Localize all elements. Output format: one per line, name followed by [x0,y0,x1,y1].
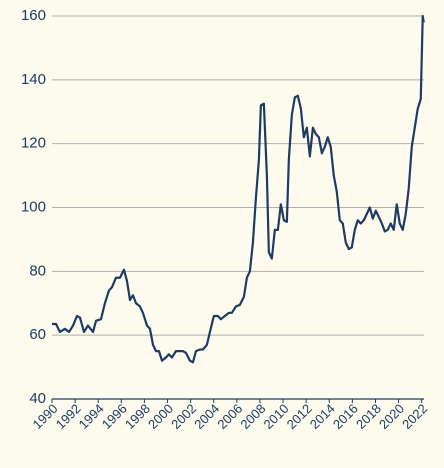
y-tick-label: 160 [21,7,46,24]
x-tick-label: 1996 [99,401,130,432]
x-tick-label: 1998 [122,401,153,432]
x-tick-label: 1994 [76,401,107,432]
x-tick-label: 2002 [168,401,199,432]
x-tick-label: 2008 [237,401,268,432]
x-tick-label: 2012 [284,401,315,432]
data-line [52,14,425,364]
y-tick-label: 40 [29,390,46,407]
x-tick-label: 2000 [145,401,176,432]
y-tick-label: 140 [21,71,46,88]
x-tick-label: 2018 [353,401,384,432]
y-tick-label: 60 [29,326,46,343]
x-tick-label: 2022 [399,401,430,432]
x-tick-label: 2020 [376,401,407,432]
y-tick-label: 100 [21,198,46,215]
x-tick-label: 1992 [53,401,84,432]
y-tick-label: 80 [29,262,46,279]
x-tick-label: 2004 [191,401,222,432]
x-tick-label: 2014 [307,401,338,432]
x-tick-label: 2006 [214,401,245,432]
x-tick-label: 2010 [261,401,292,432]
y-tick-label: 120 [21,135,46,152]
x-tick-label: 2016 [330,401,361,432]
